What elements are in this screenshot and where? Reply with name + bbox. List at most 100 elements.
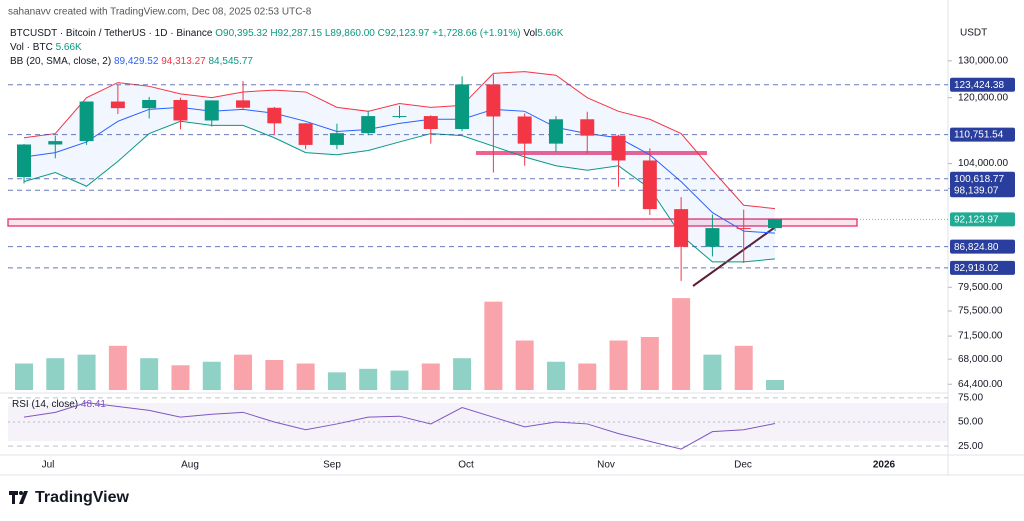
candle-body — [79, 101, 94, 142]
volume-bar — [421, 363, 440, 390]
volume-bar — [327, 372, 346, 390]
bb-lower: 84,545.77 — [209, 56, 254, 67]
credit: sahanavv created with TradingView.com, D… — [8, 7, 312, 18]
price-label: 92,123.97 — [954, 215, 999, 226]
candle-body — [674, 209, 689, 247]
price-label-box — [950, 239, 1015, 254]
price-label-box — [950, 77, 1015, 92]
y-tick-label: 120,000.00 — [958, 92, 1008, 103]
zone — [476, 151, 707, 155]
price-label: 100,618.77 — [954, 174, 1004, 185]
bb-basis: 89,429.52 — [114, 56, 159, 67]
y-tick-label: 71,500.00 — [958, 331, 1003, 342]
volume-bar — [515, 340, 534, 390]
volume-bar — [46, 358, 65, 390]
price-label: 86,824.80 — [954, 242, 999, 253]
candle-body — [548, 119, 563, 144]
vol-value: 5.66K — [537, 28, 563, 39]
volume-bar — [265, 359, 284, 390]
candle-body — [361, 116, 376, 134]
rsi-value: 48.41 — [81, 399, 106, 410]
volume-bar — [171, 365, 190, 390]
rsi-legend: RSI (14, close) 48.41 — [12, 399, 106, 410]
volume-bar — [390, 370, 409, 390]
candle-body — [329, 133, 344, 145]
candle-body — [455, 84, 470, 130]
change: +1,728.66 (+1.91%) — [432, 28, 520, 39]
volume-bar — [546, 361, 565, 390]
volume-bar — [766, 380, 784, 390]
volume-bar — [703, 354, 722, 390]
candle-body — [267, 107, 282, 124]
candle-body — [298, 123, 313, 145]
close: C92,123.97 — [378, 28, 430, 39]
legend-symbol: BTCUSDT · Bitcoin / TetherUS · 1D · Bina… — [10, 28, 564, 39]
candle-body — [173, 99, 188, 121]
bb-fill — [24, 71, 775, 262]
price-label: 82,918.02 — [954, 263, 999, 274]
volume-bar — [484, 301, 503, 390]
trendline — [692, 227, 775, 287]
y-tick-label: 130,000.00 — [958, 55, 1008, 66]
volume-bar — [640, 337, 659, 390]
price-label-box — [950, 212, 1015, 227]
x-tick-label: Dec — [734, 460, 752, 471]
price-label-box — [950, 171, 1015, 186]
volume-bar — [15, 363, 33, 390]
vol: Vol — [523, 28, 537, 39]
price-label-box — [950, 127, 1015, 142]
price-label-box — [950, 260, 1015, 275]
volume-bar — [140, 358, 159, 390]
legend-volume: Vol · BTC 5.66K — [10, 42, 82, 53]
bb-line — [23, 71, 776, 210]
candle-body — [736, 228, 751, 230]
volume-bar — [609, 340, 628, 390]
candle-body — [423, 116, 438, 130]
rsi-tick-label: 50.00 — [958, 417, 983, 428]
price-label-box — [950, 183, 1015, 198]
candle-body — [580, 119, 595, 136]
low: L89,860.00 — [325, 28, 375, 39]
price-label: 98,139.07 — [954, 185, 999, 196]
candle-body — [17, 144, 31, 178]
x-tick-label: Aug — [181, 460, 199, 471]
volume-bar — [296, 363, 315, 390]
symbol: BTCUSDT · Bitcoin / TetherUS · 1D · Bina… — [10, 28, 213, 39]
zone — [7, 218, 858, 227]
x-tick-label: 2026 — [873, 460, 896, 471]
y-tick-label: 79,500.00 — [958, 282, 1003, 293]
rsi-line — [23, 402, 776, 450]
x-tick-label: Sep — [323, 460, 341, 471]
y-tick-label: 64,400.00 — [958, 379, 1003, 390]
volume-bar — [234, 354, 253, 390]
volume-bar — [77, 354, 96, 390]
candle-body — [142, 99, 157, 109]
candle-body — [48, 141, 63, 145]
price-label: 110,751.54 — [954, 130, 1004, 141]
volume-bar — [453, 358, 472, 390]
vol-label-value: 5.66K — [56, 42, 82, 53]
rsi-tick-label: 25.00 — [958, 441, 983, 452]
y-tick-label: 75,500.00 — [958, 306, 1003, 317]
volume-bar — [108, 345, 127, 390]
volume-bar — [202, 361, 221, 390]
candle-body — [236, 100, 251, 108]
vol-label: Vol · BTC — [10, 42, 53, 53]
candle-body — [392, 116, 407, 118]
volume-bar — [359, 368, 378, 390]
candle-body — [642, 160, 657, 210]
currency: USDT — [960, 28, 987, 39]
y-tick-label: 104,000.00 — [958, 158, 1008, 169]
rsi-tick-label: 75.00 — [958, 392, 983, 403]
candle-body — [110, 101, 125, 109]
volume-bar — [578, 363, 597, 390]
x-tick-label: Nov — [597, 460, 615, 471]
bb-upper: 94,313.27 — [161, 56, 206, 67]
candle-body — [611, 135, 626, 161]
rsi-label: RSI (14, close) — [12, 399, 78, 410]
open: O90,395.32 — [215, 28, 268, 39]
candle-body — [204, 100, 219, 121]
x-tick-label: Jul — [42, 460, 55, 471]
bb-label: BB (20, SMA, close, 2) — [10, 56, 111, 67]
